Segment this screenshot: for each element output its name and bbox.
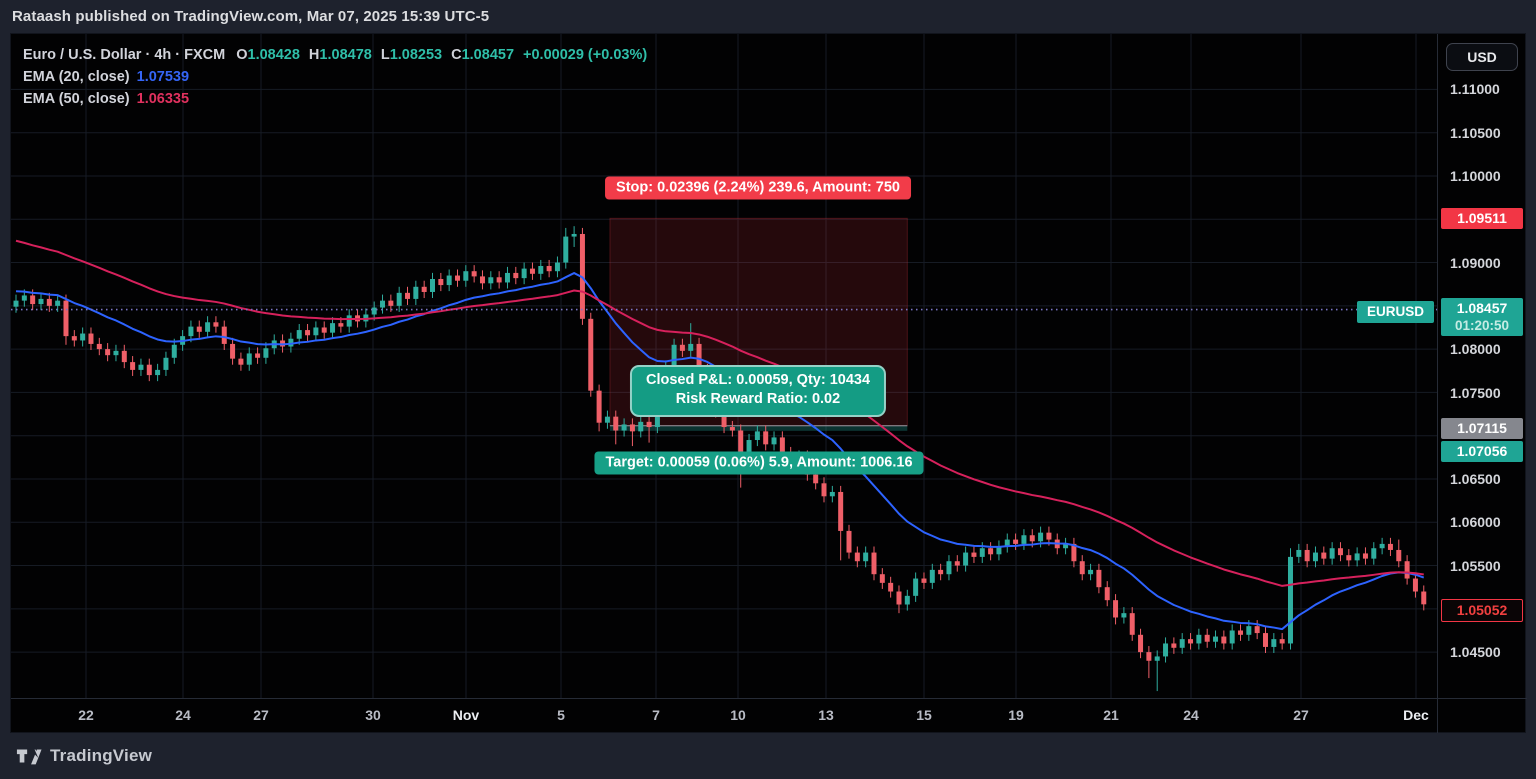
ema20-legend-row[interactable]: EMA (20, close) 1.07539 bbox=[23, 66, 647, 88]
price-axis[interactable]: USD 1.11000 1.10500 1.10000 1.09000 1.08000 1… bbox=[1437, 34, 1527, 734]
target-price-badge: 1.07056 bbox=[1441, 440, 1523, 462]
high-value: H1.08478 bbox=[308, 47, 372, 63]
time-axis-label: 15 bbox=[916, 707, 932, 723]
price-tick-label: 1.11000 bbox=[1450, 81, 1500, 97]
time-axis-label: 19 bbox=[1008, 707, 1024, 723]
close-value: C1.08457 bbox=[451, 47, 515, 63]
current-price-badge: 1.08457 01:20:50 bbox=[1441, 298, 1523, 336]
time-axis[interactable]: 22 24 27 30 Nov 5 7 10 13 15 19 21 24 27 Dec bbox=[11, 698, 1527, 734]
brand-name[interactable]: TradingView bbox=[50, 746, 153, 765]
tradingview-logo[interactable] bbox=[16, 746, 42, 766]
time-axis-label: Dec bbox=[1403, 707, 1429, 723]
chart-frame: Euro / U.S. Dollar · 4h · FXCM O1.08428 … bbox=[10, 33, 1527, 734]
low-value: L1.08253 bbox=[380, 47, 443, 63]
take-profit-label[interactable]: Target: 0.00059 (0.06%) 5.9, Amount: 100… bbox=[594, 451, 924, 475]
price-tick-label: 1.06000 bbox=[1450, 514, 1501, 530]
time-axis-label: 13 bbox=[818, 707, 834, 723]
countdown-timer: 01:20:50 bbox=[1454, 318, 1510, 333]
time-axis-label: Nov bbox=[452, 707, 480, 723]
time-axis-label: 30 bbox=[365, 707, 381, 723]
time-axis-label: 22 bbox=[78, 707, 94, 723]
time-axis-label: 27 bbox=[1293, 707, 1309, 723]
entry-price-badge: 1.07115 bbox=[1441, 417, 1523, 439]
time-axis-label: 24 bbox=[1183, 707, 1199, 723]
ema20-value: 1.07539 bbox=[136, 69, 190, 85]
take-profit-zone[interactable] bbox=[609, 425, 908, 431]
symbol-price-line-label: EURUSD bbox=[1356, 301, 1434, 323]
symbol-legend-row[interactable]: Euro / U.S. Dollar · 4h · FXCM O1.08428 … bbox=[23, 44, 647, 66]
change-value: +0.00029 (+0.03%) bbox=[523, 47, 648, 63]
pnl-line: Closed P&L: 0.00059, Qty: 10434 bbox=[645, 372, 871, 388]
ema50-label: EMA (50, close) bbox=[23, 91, 130, 107]
price-tick-label: 1.09000 bbox=[1450, 255, 1501, 271]
price-tick-label: 1.08000 bbox=[1450, 341, 1501, 357]
last-price-badge: 1.05052 bbox=[1441, 598, 1523, 622]
ohlc-values: O1.08428 H1.08478 L1.08253 C1.08457 +0.0… bbox=[236, 47, 647, 63]
currency-toggle-button[interactable]: USD bbox=[1446, 43, 1518, 71]
time-axis-label: 5 bbox=[557, 707, 565, 723]
symbol-title: Euro / U.S. Dollar · 4h · FXCM bbox=[23, 47, 226, 63]
publish-attribution: Rataash published on TradingView.com, Ma… bbox=[12, 8, 490, 25]
footer-bar: TradingView bbox=[0, 733, 1536, 779]
ema50-value: 1.06335 bbox=[136, 91, 190, 107]
price-tick-label: 1.10500 bbox=[1450, 125, 1501, 141]
ema20-label: EMA (20, close) bbox=[23, 69, 130, 85]
price-tick-label: 1.06500 bbox=[1450, 471, 1501, 487]
price-tick-label: 1.05500 bbox=[1450, 558, 1501, 574]
price-tick-label: 1.04500 bbox=[1450, 644, 1501, 660]
stop-price-badge: 1.09511 bbox=[1441, 207, 1523, 229]
risk-reward-line: Risk Reward Ratio: 0.02 bbox=[675, 391, 841, 407]
time-axis-label: 24 bbox=[175, 707, 191, 723]
open-value: O1.08428 bbox=[236, 47, 300, 63]
time-axis-label: 7 bbox=[652, 707, 660, 723]
price-tick-label: 1.10000 bbox=[1450, 168, 1501, 184]
ema-50-line[interactable] bbox=[15, 239, 1424, 587]
time-axis-label: 27 bbox=[253, 707, 269, 723]
time-axis-label: 21 bbox=[1103, 707, 1119, 723]
chart-legend: Euro / U.S. Dollar · 4h · FXCM O1.08428 … bbox=[23, 44, 647, 110]
position-pnl-tooltip[interactable]: Closed P&L: 0.00059, Qty: 10434 Risk Rew… bbox=[629, 365, 887, 417]
price-tick-label: 1.07500 bbox=[1450, 385, 1501, 401]
stop-loss-label[interactable]: Stop: 0.02396 (2.24%) 239.6, Amount: 750 bbox=[605, 176, 911, 200]
time-axis-label: 10 bbox=[730, 707, 746, 723]
ema50-legend-row[interactable]: EMA (50, close) 1.06335 bbox=[23, 88, 647, 110]
